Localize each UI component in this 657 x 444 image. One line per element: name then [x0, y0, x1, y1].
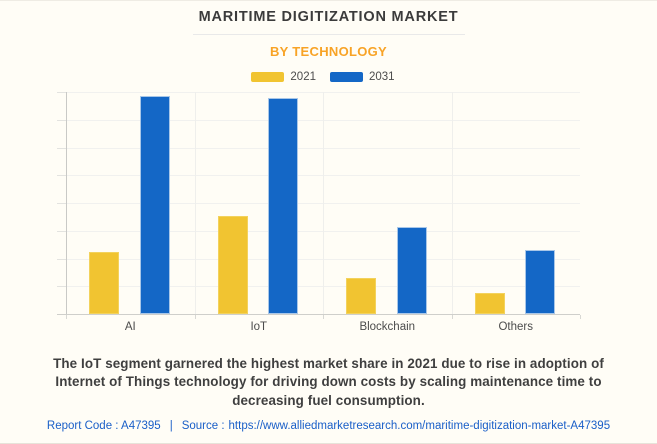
x-axis-label-iot: IoT: [250, 321, 268, 333]
caption-line-3: decreasing fuel consumption.: [232, 392, 425, 408]
x-axis-tick: [194, 315, 196, 319]
x-axis-line: [57, 314, 580, 315]
footer-separator: |: [169, 420, 173, 432]
x-axis-label-others: Others: [498, 321, 533, 333]
source-link[interactable]: https://www.alliedmarketresearch.com/mar…: [228, 420, 611, 432]
y-axis-tick: [57, 231, 66, 232]
report-code: Report Code : A47395: [46, 420, 161, 432]
legend-label-2031: 2031: [369, 71, 395, 83]
footer: Report Code : A47395 | Source : https://www…: [0, 420, 657, 432]
chart-caption: The IoT segment garnered the highest mar…: [0, 355, 657, 410]
y-axis-tick: [57, 259, 66, 260]
title-divider: [192, 34, 465, 35]
y-axis-tick: [57, 120, 66, 121]
y-axis-tick: [57, 286, 66, 287]
x-axis-tick: [451, 315, 453, 319]
y-axis-tick: [57, 92, 66, 93]
bar-2031-ai: [139, 96, 170, 314]
legend-swatch-2031: [330, 72, 363, 82]
legend-swatch-2021: [251, 72, 285, 82]
bar-2021-iot: [217, 215, 248, 314]
bar-2031-others: [525, 250, 555, 314]
legend-item-2031[interactable]: 2031: [330, 71, 395, 83]
source-label: Source :: [181, 420, 225, 432]
bar-2031-iot: [268, 97, 298, 314]
gridline-vertical: [194, 92, 196, 314]
legend-label-2021: 2021: [290, 71, 316, 83]
bar-2021-ai: [89, 251, 119, 314]
bar-2021-others: [474, 293, 505, 314]
x-axis-label-blockchain: Blockchain: [359, 321, 416, 333]
legend-item-2021[interactable]: 2021: [251, 71, 316, 83]
gridline-vertical: [323, 92, 324, 314]
x-axis-tick: [580, 315, 581, 319]
page-title: MARITIME DIGITIZATION MARKET: [198, 9, 459, 25]
bar-2031-blockchain: [396, 226, 427, 314]
y-axis-tick: [57, 148, 66, 149]
legend: 2021 2031: [66, 71, 580, 83]
y-axis-tick: [57, 175, 66, 176]
x-axis-tick: [323, 315, 324, 319]
caption-line-2: Internet of Things technology for drivin…: [55, 374, 602, 390]
x-axis-label-ai: AI: [124, 321, 136, 333]
x-axis-tick: [66, 315, 67, 319]
bar-2021-blockchain: [346, 277, 376, 314]
y-axis-line: [66, 92, 67, 319]
plot-area: AI IoT Blockchain Others: [57, 92, 581, 333]
gridline-vertical: [451, 92, 453, 314]
chart-subtitle: BY TECHNOLOGY: [269, 44, 388, 59]
y-axis-tick: [57, 203, 66, 204]
caption-line-1: The IoT segment garnered the highest mar…: [53, 356, 604, 371]
